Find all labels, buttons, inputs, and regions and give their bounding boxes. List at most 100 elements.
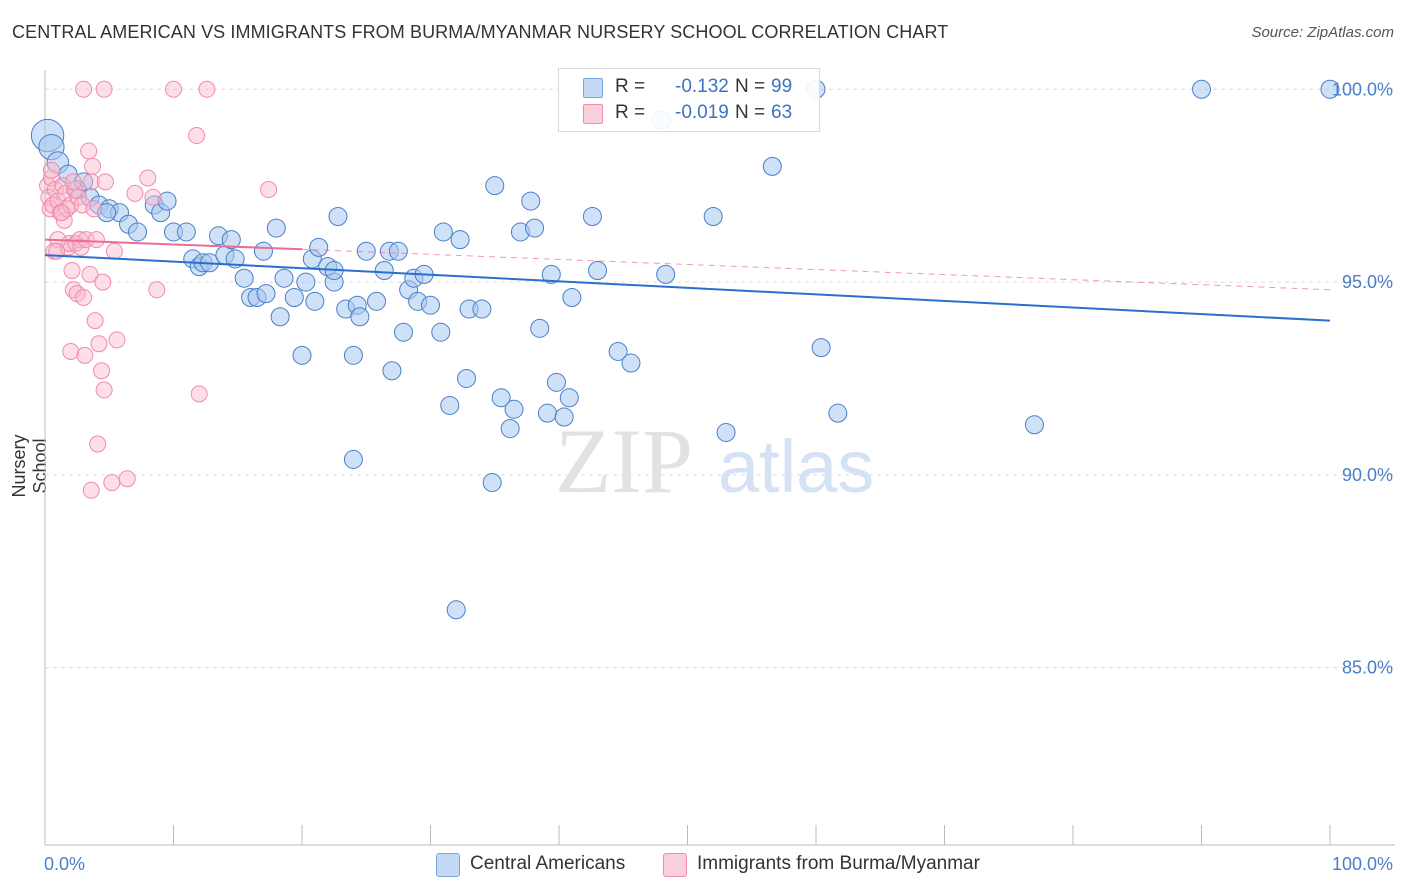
legend-n-label: N = <box>735 76 766 97</box>
data-point-central-americans <box>521 191 541 211</box>
trend-lines <box>44 238 1331 322</box>
data-point-central-americans <box>394 322 414 342</box>
data-point-central-americans <box>828 403 848 423</box>
data-point-central-americans <box>456 368 476 388</box>
correlation-legend: R = -0.132 N = 99 R = -0.019 N = 63 <box>558 68 820 132</box>
data-point-burma-myanmar <box>139 169 157 187</box>
data-point-central-americans <box>530 318 550 338</box>
data-point-central-americans <box>811 338 831 358</box>
data-point-burma-myanmar <box>90 335 108 353</box>
x-tick-label: 0.0% <box>44 854 85 874</box>
data-point-central-americans <box>656 264 676 284</box>
data-point-central-americans <box>716 422 736 442</box>
data-point-central-americans <box>343 449 363 469</box>
data-point-central-americans <box>504 399 524 419</box>
watermark-zip: ZIP <box>555 410 693 512</box>
data-point-burma-myanmar <box>75 288 93 306</box>
data-point-central-americans <box>382 361 402 381</box>
data-point-central-americans <box>225 249 245 269</box>
legend-r-value: -0.019 <box>675 102 729 123</box>
data-point-central-americans <box>608 341 628 361</box>
legend-swatch-pink <box>663 853 687 877</box>
legend-r-label: R = <box>615 102 646 123</box>
legend-label: Immigrants from Burma/Myanmar <box>697 853 980 874</box>
data-point-central-americans <box>374 260 394 280</box>
y-tick-label: 100.0% <box>1332 79 1393 99</box>
data-point-burma-myanmar <box>144 188 162 206</box>
data-point-central-americans <box>176 222 196 242</box>
legend-n-value: 99 <box>771 76 793 97</box>
data-point-central-americans <box>491 388 511 408</box>
legend-label: Central Americans <box>470 853 626 874</box>
data-point-central-americans <box>58 164 78 184</box>
data-point-central-americans <box>266 218 286 238</box>
data-point-central-americans <box>446 600 466 620</box>
data-point-central-americans <box>537 403 557 423</box>
data-point-central-americans <box>431 322 451 342</box>
data-point-burma-myanmar <box>76 346 94 364</box>
data-point-central-americans <box>1320 79 1340 99</box>
data-point-burma-myanmar <box>75 80 93 98</box>
data-point-central-americans <box>221 230 241 250</box>
data-point-central-americans <box>1024 415 1044 435</box>
data-point-central-americans <box>440 395 460 415</box>
data-point-burma-myanmar <box>80 142 98 160</box>
series-burma-myanmar <box>39 80 278 499</box>
data-point-burma-myanmar <box>69 188 87 206</box>
trend-line-burma-myanmar <box>44 238 303 251</box>
data-point-central-americans <box>128 222 148 242</box>
legend-swatch-blue <box>436 853 460 877</box>
data-point-burma-myanmar <box>148 281 166 299</box>
data-point-central-americans <box>328 207 348 227</box>
data-point-central-americans <box>256 284 276 304</box>
series-central-americans <box>30 79 1340 620</box>
data-point-burma-myanmar <box>81 265 99 283</box>
data-point-burma-myanmar <box>42 161 60 179</box>
data-point-central-americans <box>546 372 566 392</box>
data-point-burma-myanmar <box>82 173 100 191</box>
data-point-central-americans <box>541 264 561 284</box>
data-point-burma-myanmar <box>165 80 182 98</box>
data-point-burma-myanmar <box>188 127 206 145</box>
data-point-central-americans <box>388 241 408 261</box>
trend-line-central-americans <box>44 254 1331 322</box>
y-tick-label: 95.0% <box>1342 272 1393 292</box>
data-point-burma-myanmar <box>95 381 113 399</box>
legend-r-label: R = <box>615 76 646 97</box>
data-point-burma-myanmar <box>77 231 95 249</box>
data-point-burma-myanmar <box>62 342 80 360</box>
data-point-burma-myanmar <box>89 435 107 453</box>
data-point-burma-myanmar <box>93 362 111 380</box>
data-point-central-americans <box>350 307 370 327</box>
data-point-burma-myanmar <box>118 470 136 488</box>
data-point-burma-myanmar <box>96 173 114 191</box>
data-point-central-americans <box>253 241 273 261</box>
data-point-central-americans <box>1192 79 1211 99</box>
data-point-central-americans <box>485 176 505 196</box>
y-tick-label: 90.0% <box>1342 465 1393 485</box>
chart-title: CENTRAL AMERICAN VS IMMIGRANTS FROM BURM… <box>12 22 949 42</box>
data-point-central-americans <box>367 291 387 311</box>
data-point-central-americans <box>270 307 290 327</box>
legend-swatch-pink <box>583 104 603 124</box>
data-point-central-americans <box>309 237 329 257</box>
data-point-central-americans <box>525 218 545 238</box>
tick-labels: 85.0% 90.0% 95.0% 100.0% 0.0% 100.0% <box>44 79 1393 874</box>
data-point-burma-myanmar <box>105 242 123 260</box>
trend-extension-burma-myanmar <box>301 248 1331 291</box>
data-point-central-americans <box>450 230 470 250</box>
data-point-central-americans <box>472 299 492 319</box>
legend-r-value: -0.132 <box>675 76 729 97</box>
gridlines <box>45 88 1395 669</box>
watermark-atlas: atlas <box>718 425 874 508</box>
data-point-burma-myanmar <box>85 200 103 218</box>
data-point-central-americans <box>296 272 316 292</box>
data-point-central-americans <box>284 287 304 307</box>
data-point-burma-myanmar <box>95 80 113 98</box>
data-point-central-americans <box>305 291 325 311</box>
data-point-central-americans <box>292 345 312 365</box>
data-point-burma-myanmar <box>86 312 104 330</box>
data-point-central-americans <box>621 353 641 373</box>
data-point-burma-myanmar <box>63 261 81 279</box>
